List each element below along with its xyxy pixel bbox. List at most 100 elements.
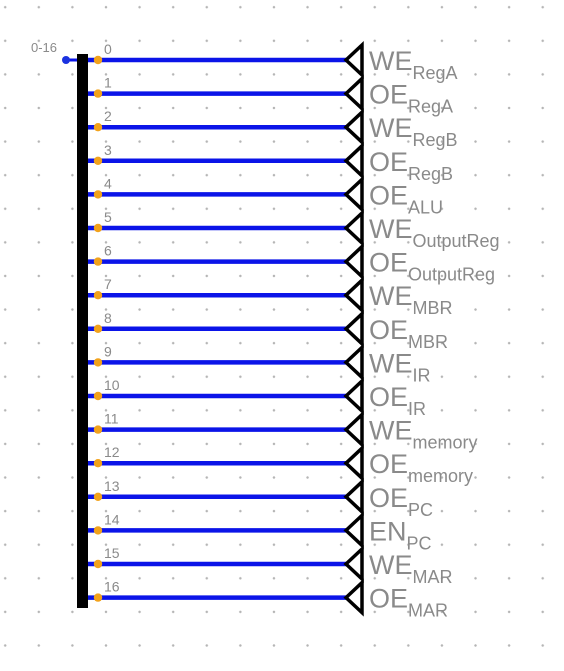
signal-name: OE	[369, 315, 408, 345]
tunnel-icon[interactable]	[343, 309, 364, 348]
splitter-pin	[93, 223, 103, 233]
bit-index-label: 11	[104, 411, 119, 427]
signal-name: WE	[369, 46, 413, 76]
signal-row: 12 OEmemory	[88, 444, 473, 486]
splitter-pin	[93, 257, 103, 266]
signal-subscript: MBR	[408, 332, 448, 352]
bit-index-label: 13	[104, 478, 120, 494]
signal-row: 6 OEOutputReg	[88, 242, 495, 285]
tunnel-signal-label: ENPC	[369, 516, 432, 553]
signal-row: 16 OEMAR	[88, 578, 448, 621]
signal-name: WE	[369, 281, 413, 311]
tunnel-icon[interactable]	[343, 444, 364, 483]
signal-row: 7 WEMBR	[88, 276, 453, 318]
signal-name: WE	[369, 113, 413, 143]
tunnel-signal-label: OEMBR	[369, 315, 448, 352]
signal-subscript: ALU	[408, 197, 443, 217]
signal-name: OE	[369, 80, 408, 110]
tunnel-icon[interactable]	[343, 410, 364, 449]
splitter-pin	[93, 156, 103, 165]
signal-row: 8 OEMBR	[88, 309, 448, 352]
bit-index-label: 16	[104, 579, 120, 595]
signal-row: 15 WEMAR	[88, 544, 453, 587]
signal-row: 9 WEIR	[88, 343, 431, 385]
bus-input-connection-dot	[62, 56, 70, 64]
splitter-pin	[93, 492, 103, 501]
bit-index-label: 4	[104, 175, 112, 191]
signal-subscript: OutputReg	[408, 265, 495, 285]
splitter-pin	[93, 391, 103, 401]
tunnel-signal-label: OEMAR	[369, 584, 448, 621]
splitter-pin	[93, 324, 103, 333]
splitter-pin	[93, 559, 103, 569]
tunnel-icon[interactable]	[343, 276, 364, 315]
signal-name: OE	[369, 147, 408, 177]
tunnel-signal-label: OERegB	[369, 147, 453, 184]
signal-subscript: MAR	[413, 567, 453, 587]
tunnel-icon[interactable]	[343, 477, 364, 516]
tunnel-signal-label: OEmemory	[369, 449, 473, 486]
splitter-pin	[93, 358, 103, 367]
bit-index-label: 14	[104, 511, 120, 527]
tunnel-icon[interactable]	[343, 175, 364, 214]
signal-subscript: IR	[413, 365, 431, 385]
tunnel-signal-label: WERegB	[369, 113, 458, 150]
tunnel-icon[interactable]	[343, 578, 364, 617]
tunnel-signal-label: WEOutputReg	[369, 214, 500, 251]
bit-index-label: 3	[104, 142, 112, 158]
signal-subscript: memory	[408, 466, 473, 486]
bit-index-label: 9	[104, 343, 112, 359]
tunnel-signal-label: WEMBR	[369, 281, 453, 318]
signal-name: OE	[369, 584, 408, 614]
tunnel-signal-label: WEMAR	[369, 550, 453, 587]
tunnel-icon[interactable]	[343, 376, 364, 416]
signal-row: 3 OERegB	[88, 141, 453, 184]
tunnel-signal-label: OERegA	[369, 80, 453, 117]
splitter-pin	[93, 123, 103, 132]
tunnel-signal-label: OEOutputReg	[369, 248, 495, 285]
splitter-pin	[93, 526, 103, 535]
bit-index-label: 6	[104, 243, 112, 259]
tunnel-icon[interactable]	[343, 208, 364, 248]
signal-row: 14 ENPC	[88, 511, 432, 553]
tunnel-signal-label: OEIR	[369, 382, 426, 419]
bit-index-label: 15	[104, 545, 120, 561]
signal-row: 10 OEIR	[88, 376, 426, 419]
tunnel-icon[interactable]	[343, 74, 364, 113]
signal-subscript: PC	[408, 500, 433, 520]
bit-index-label: 1	[104, 75, 112, 91]
tunnel-icon[interactable]	[343, 544, 364, 584]
bit-index-label: 10	[104, 377, 120, 393]
tunnel-icon[interactable]	[343, 511, 364, 550]
signal-row: 5 WEOutputReg	[88, 208, 500, 251]
tunnel-icon[interactable]	[343, 108, 364, 147]
bit-index-label: 2	[104, 108, 112, 124]
signal-name: WE	[369, 214, 413, 244]
splitter-pin	[93, 89, 103, 98]
signal-name: WE	[369, 550, 413, 580]
tunnel-icon[interactable]	[343, 141, 364, 180]
signal-subscript: MBR	[413, 298, 453, 318]
bit-index-label: 8	[104, 310, 112, 326]
bit-index-label: 5	[104, 209, 112, 225]
signal-row: 1 OERegA	[88, 74, 453, 117]
signal-subscript: memory	[413, 433, 478, 453]
signal-name: WE	[369, 348, 413, 378]
splitter-pin	[93, 593, 103, 602]
signal-subscript: IR	[408, 399, 426, 419]
signal-name: OE	[369, 180, 408, 210]
signal-subscript: RegB	[413, 130, 458, 150]
tunnel-icon[interactable]	[343, 242, 364, 281]
signal-name: OE	[369, 382, 408, 412]
signal-name: WE	[369, 416, 413, 446]
signal-name: OE	[369, 248, 408, 278]
signal-subscript: MAR	[408, 601, 448, 621]
signal-row: 4 OEALU	[88, 175, 443, 217]
tunnel-signal-label: OEALU	[369, 180, 443, 217]
signal-row: 0 WERegA	[88, 40, 458, 83]
tunnel-signal-label: OEPC	[369, 483, 433, 520]
splitter-pin	[93, 291, 103, 300]
signal-subscript: RegA	[408, 97, 453, 117]
tunnel-icon[interactable]	[343, 343, 364, 382]
tunnel-icon[interactable]	[343, 40, 364, 80]
